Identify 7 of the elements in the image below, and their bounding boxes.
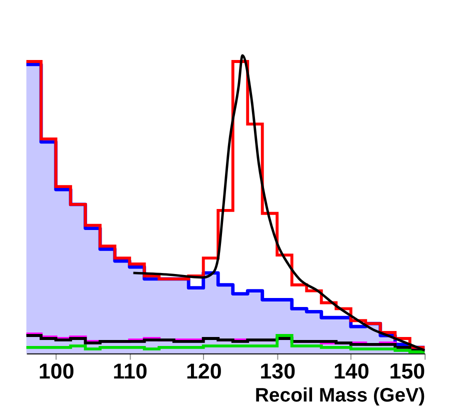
x-axis-title: Recoil Mass (GeV) — [254, 384, 426, 407]
x-tick-label: 130 — [260, 359, 296, 384]
x-tick-label: 100 — [38, 359, 74, 384]
x-tick-label: 110 — [112, 359, 148, 384]
x-tick-label: 150 — [389, 359, 426, 384]
x-tick-label: 140 — [333, 359, 370, 384]
x-tick-label: 120 — [186, 359, 222, 384]
